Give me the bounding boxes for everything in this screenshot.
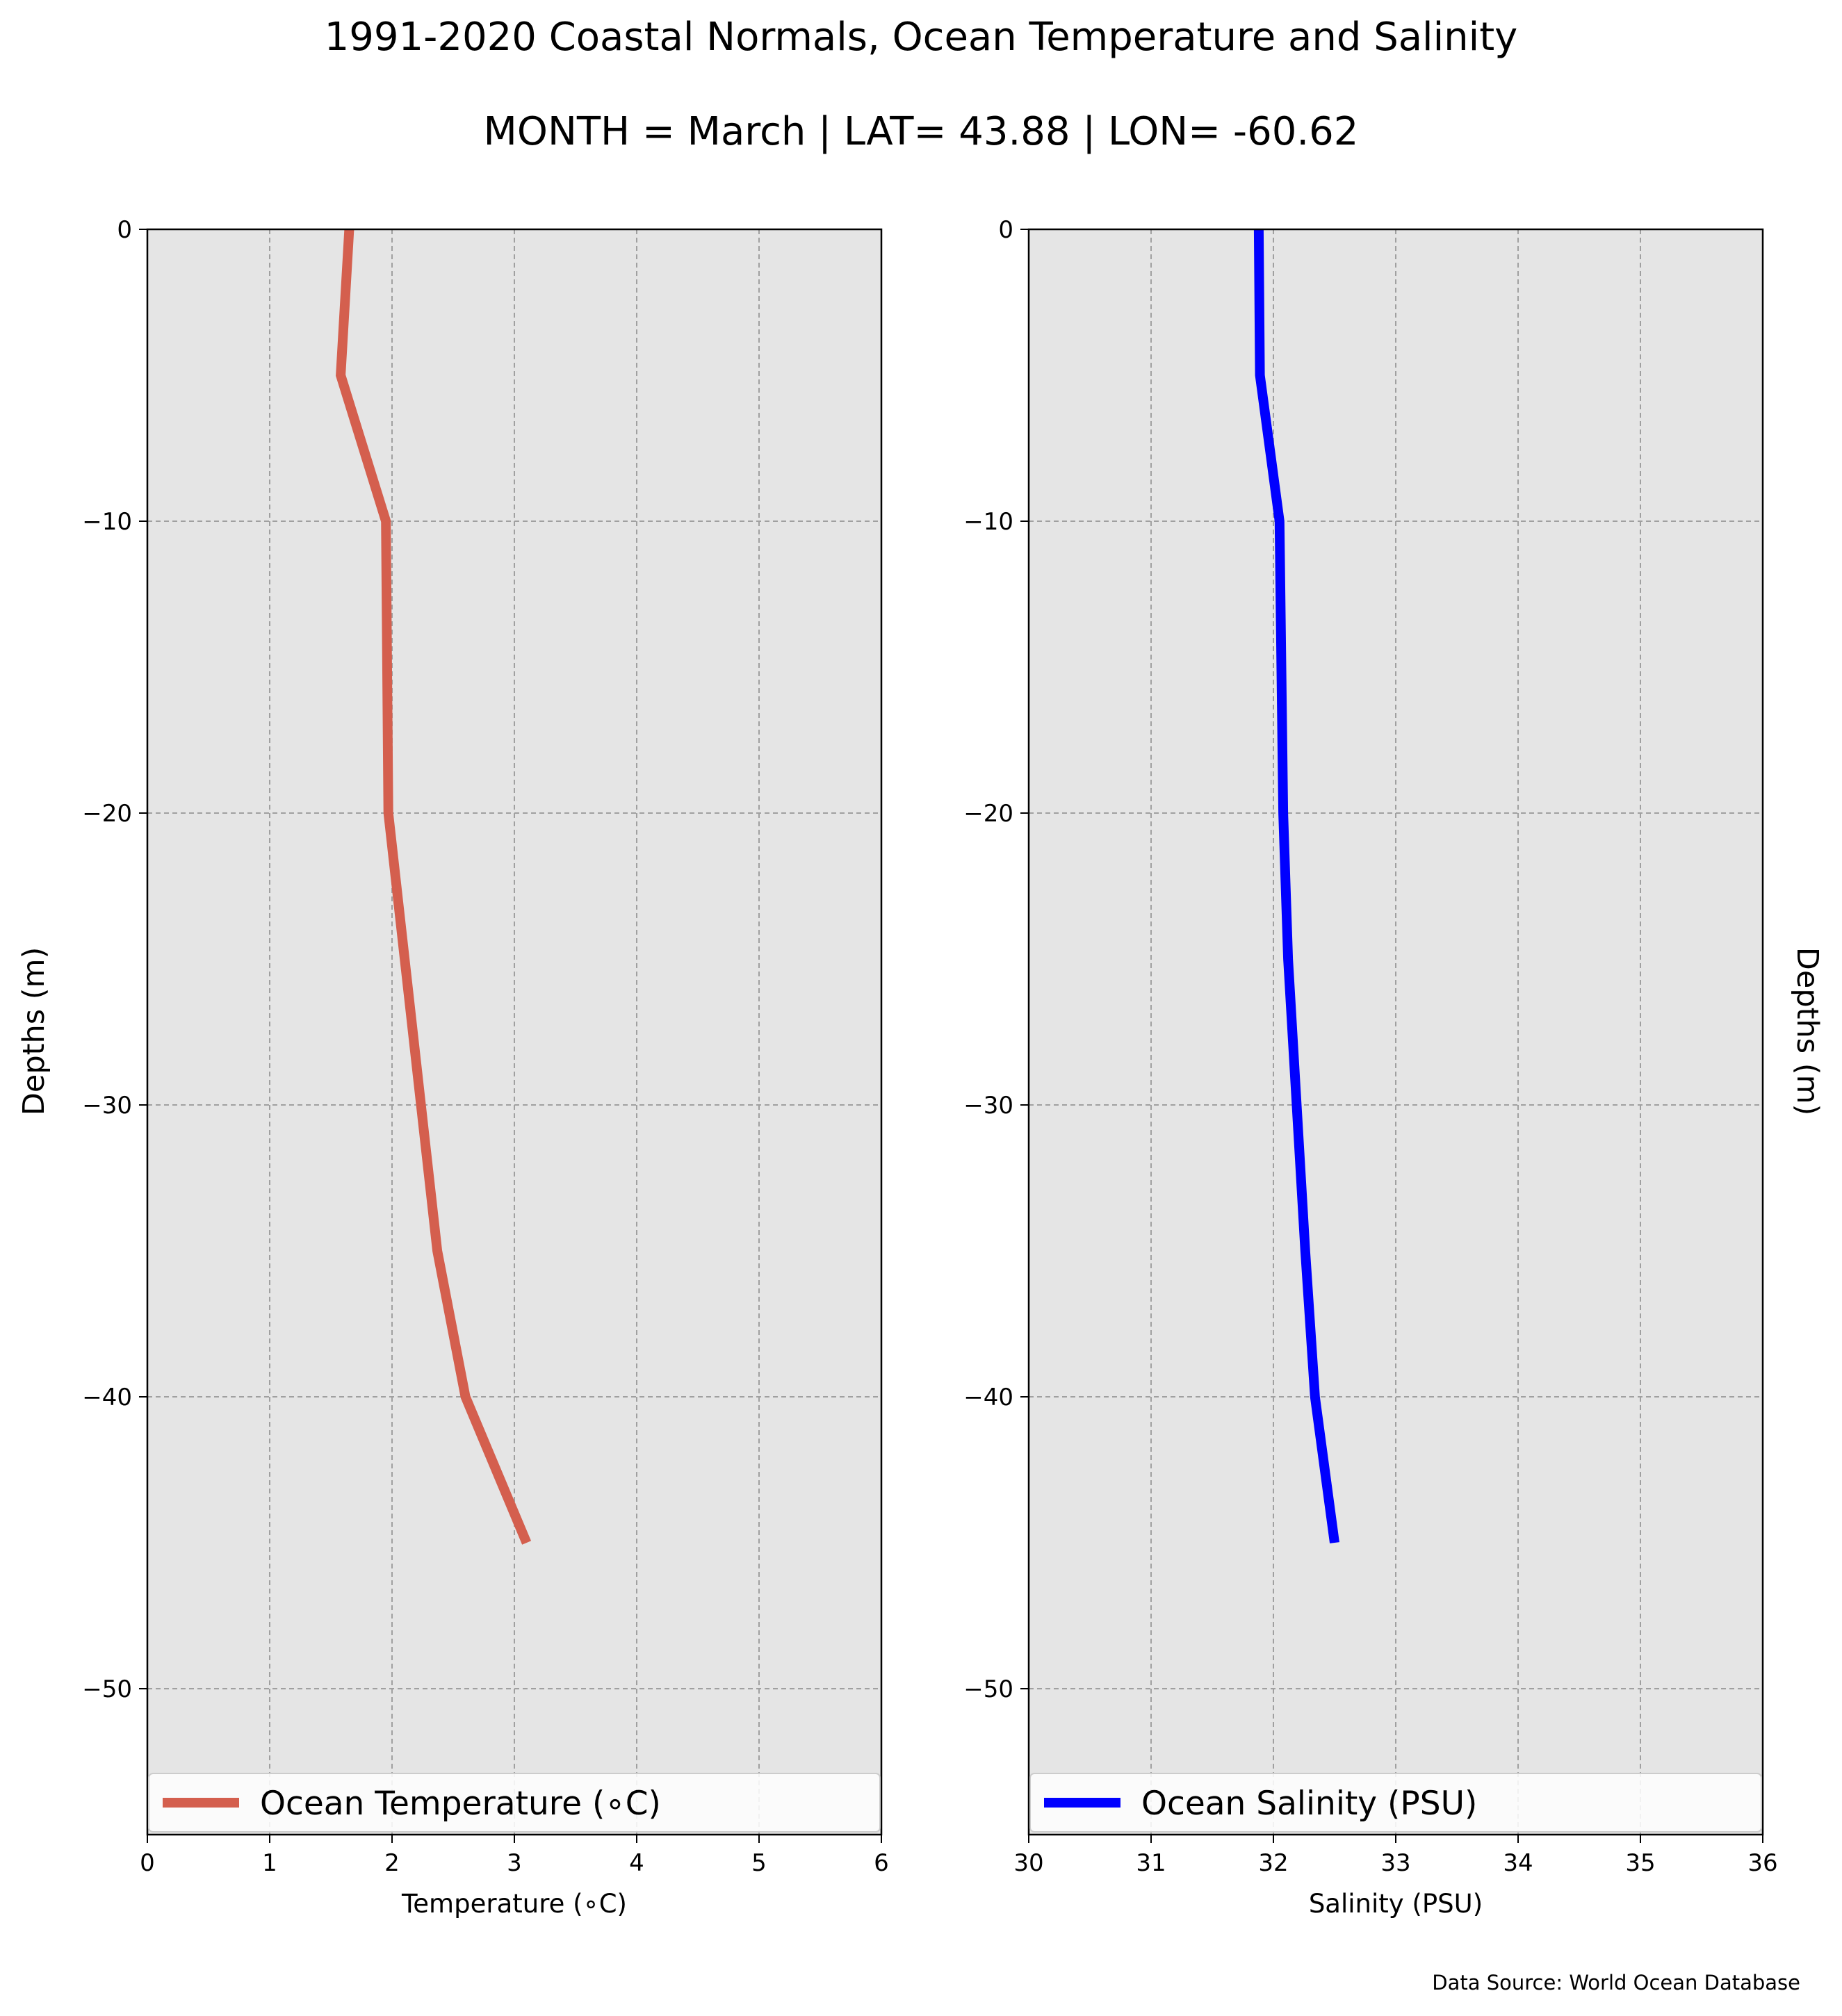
salinity-x-tick-label: 34 xyxy=(1503,1849,1533,1877)
temperature-legend-box xyxy=(148,1773,881,1833)
salinity-y-tick-label: −10 xyxy=(963,508,1013,536)
temperature-x-axis-label: Temperature (∘C) xyxy=(401,1889,627,1919)
salinity-y-axis-label: Depths (m) xyxy=(1790,947,1825,1115)
temperature-x-tick-label: 2 xyxy=(384,1849,400,1877)
salinity-y-tick-label: −20 xyxy=(963,800,1013,828)
temperature-panel: 0 1 2 3 4 5 6 0 −10 −20 −30 −40 −50 Temperature (∘C) D… xyxy=(17,216,889,1919)
temperature-y-tick-label: −30 xyxy=(82,1092,132,1120)
salinity-x-tick-label: 33 xyxy=(1380,1849,1410,1877)
temperature-y-tick-label: −50 xyxy=(82,1675,132,1703)
salinity-x-tick-label: 36 xyxy=(1747,1849,1777,1877)
temperature-y-tick-label: −40 xyxy=(82,1384,132,1411)
chart-title: 1991-2020 Coastal Normals, Ocean Tempera… xyxy=(325,15,1518,60)
salinity-y-tick-label: −50 xyxy=(963,1675,1013,1703)
data-source-note: Data Source: World Ocean Database xyxy=(1432,1971,1800,1994)
chart-subtitle: MONTH = March | LAT= 43.88 | LON= -60.62 xyxy=(484,109,1359,154)
temperature-x-tick-label: 3 xyxy=(507,1849,522,1877)
temperature-x-tick-label: 0 xyxy=(140,1849,155,1877)
salinity-x-tick-label: 32 xyxy=(1258,1849,1288,1877)
temperature-y-tick-label: 0 xyxy=(117,216,132,244)
salinity-y-tick-label: −30 xyxy=(963,1092,1013,1120)
temperature-legend-label: Ocean Temperature (∘C) xyxy=(260,1785,661,1823)
temperature-x-tick-label: 5 xyxy=(751,1849,767,1877)
salinity-legend-label: Ocean Salinity (PSU) xyxy=(1141,1785,1477,1823)
temperature-x-tick-label: 1 xyxy=(262,1849,277,1877)
temperature-y-tick-label: −10 xyxy=(82,508,132,536)
salinity-x-tick-label: 30 xyxy=(1013,1849,1043,1877)
salinity-legend-box xyxy=(1029,1773,1762,1833)
salinity-x-tick-label: 31 xyxy=(1136,1849,1166,1877)
salinity-y-tick-label: −40 xyxy=(963,1384,1013,1411)
salinity-series-line xyxy=(1253,229,1339,1543)
temperature-y-axis-label: Depths (m) xyxy=(17,947,51,1115)
salinity-x-tick-label: 35 xyxy=(1625,1849,1655,1877)
salinity-panel: 30 31 32 33 34 35 36 0 −10 −20 −30 −40 −50 Salinity (… xyxy=(963,216,1825,1919)
temperature-y-tick-label: −20 xyxy=(82,800,132,828)
salinity-x-axis-label: Salinity (PSU) xyxy=(1309,1889,1483,1919)
temperature-x-tick-label: 4 xyxy=(629,1849,644,1877)
temperature-series-line xyxy=(336,229,532,1545)
temperature-x-tick-label: 6 xyxy=(874,1849,889,1877)
salinity-y-tick-label: 0 xyxy=(998,216,1013,244)
